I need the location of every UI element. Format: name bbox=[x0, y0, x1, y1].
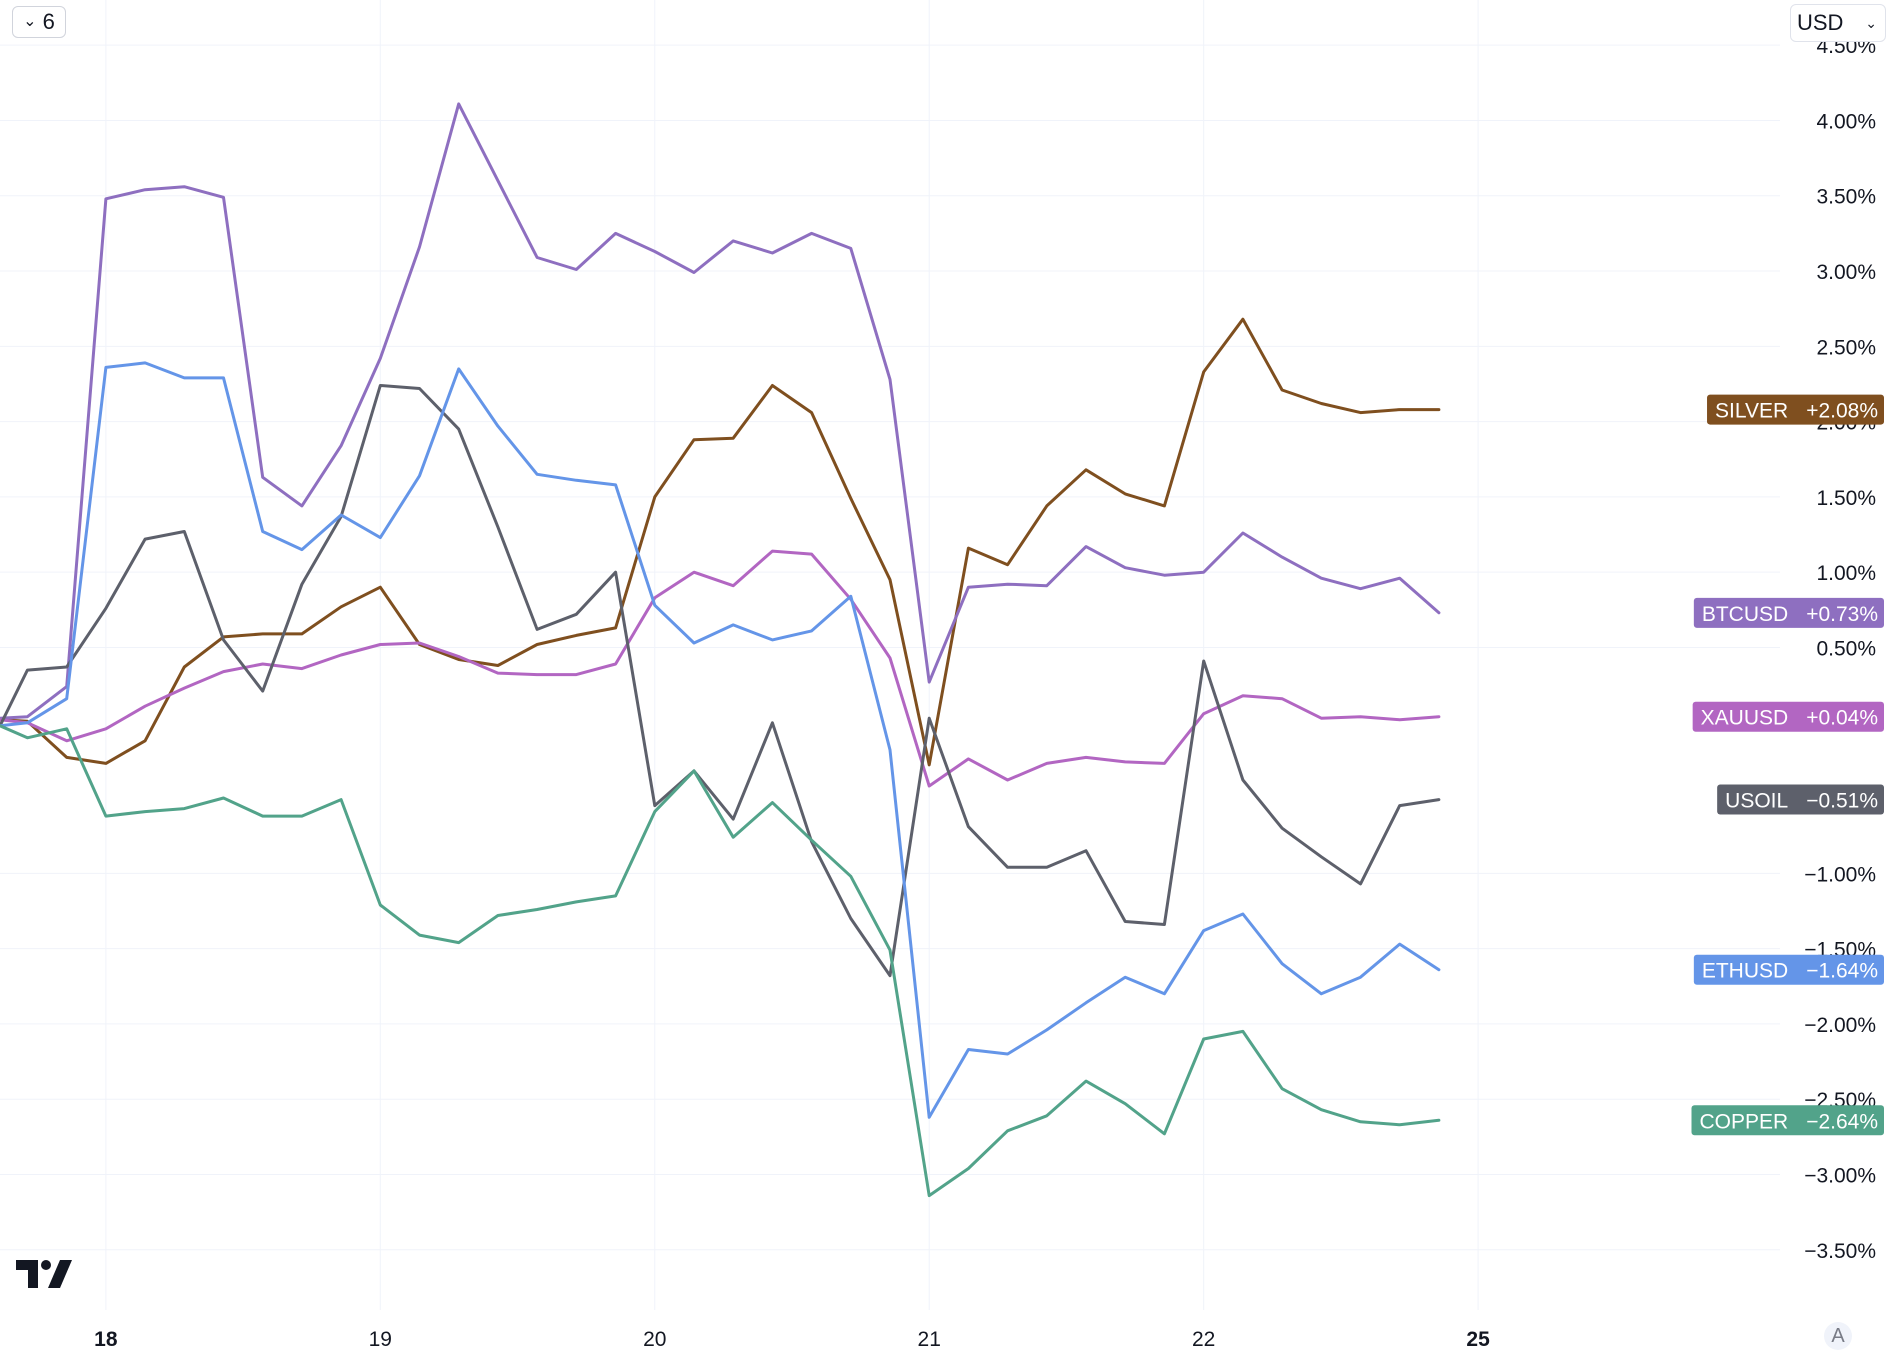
x-tick-label: 19 bbox=[369, 1328, 392, 1351]
series-change-label: −2.64% bbox=[1806, 1110, 1878, 1133]
y-tick-label: 4.00% bbox=[1816, 110, 1876, 133]
series-line-usoil[interactable] bbox=[0, 384, 1441, 978]
y-tick-label: −2.00% bbox=[1804, 1014, 1876, 1037]
grid-lines bbox=[0, 0, 1780, 1310]
badge-background bbox=[1693, 597, 1884, 628]
series-change-label: +2.08% bbox=[1806, 400, 1878, 423]
last-value-badge-xauusd: XAUUSD +0.04% bbox=[1692, 701, 1884, 732]
badge-background bbox=[1707, 394, 1884, 425]
badge-background bbox=[1693, 954, 1884, 985]
price-axis[interactable]: 4.50%4.00%3.50%3.00%2.50%2.00%1.50%1.00%… bbox=[1804, 35, 1876, 1263]
series-name-label: SILVER bbox=[1715, 400, 1788, 423]
badge-background bbox=[1692, 701, 1884, 732]
series-line-ethusd[interactable] bbox=[0, 361, 1441, 1119]
badge-background bbox=[1717, 784, 1884, 815]
last-value-badge-ethusd: ETHUSD −1.64% bbox=[1693, 954, 1884, 985]
series-change-label: −1.64% bbox=[1806, 960, 1878, 983]
x-tick-label: 18 bbox=[94, 1328, 118, 1351]
time-axis[interactable]: 18 19 20 21 22 25 bbox=[94, 1328, 1490, 1351]
tradingview-logo-icon[interactable] bbox=[16, 1256, 72, 1290]
currency-select[interactable]: USD ⌄ bbox=[1790, 4, 1886, 42]
y-tick-label: 2.50% bbox=[1816, 336, 1876, 359]
last-value-badge-copper: COPPER −2.64% bbox=[1691, 1105, 1884, 1136]
series-line-silver[interactable] bbox=[0, 317, 1441, 767]
series-line-btcusd[interactable] bbox=[0, 102, 1441, 720]
series-change-label: −0.51% bbox=[1806, 790, 1878, 813]
y-tick-label: 0.50% bbox=[1816, 637, 1876, 660]
series-name-label: BTCUSD bbox=[1702, 603, 1788, 626]
x-tick-label: 20 bbox=[643, 1328, 666, 1351]
series-name-label: XAUUSD bbox=[1701, 707, 1789, 730]
collapse-legend-button[interactable]: ⌄ 6 bbox=[12, 6, 66, 38]
series-name-label: COPPER bbox=[1700, 1110, 1789, 1133]
y-tick-label: 3.50% bbox=[1816, 186, 1876, 209]
series-change-label: +0.04% bbox=[1806, 707, 1878, 730]
last-value-badge-silver: SILVER +2.08% bbox=[1707, 394, 1884, 425]
series-name-label: USOIL bbox=[1725, 790, 1788, 813]
y-tick-label: −3.00% bbox=[1804, 1164, 1876, 1187]
series-last-value-labels: SILVER +2.08% BTCUSD +0.73% XAUUSD +0.04% USOI… bbox=[1691, 394, 1884, 1136]
last-value-badge-usoil: USOIL −0.51% bbox=[1717, 784, 1884, 815]
currency-label: USD bbox=[1797, 10, 1844, 35]
x-tick-label: 22 bbox=[1192, 1328, 1215, 1351]
y-tick-label: 3.00% bbox=[1816, 261, 1876, 284]
chevron-down-icon: ⌄ bbox=[1865, 14, 1877, 31]
series-line-copper[interactable] bbox=[0, 724, 1441, 1198]
x-tick-label: 21 bbox=[918, 1328, 941, 1351]
series-lines bbox=[0, 102, 1441, 1198]
x-tick-label: 25 bbox=[1466, 1328, 1490, 1351]
y-tick-label: 1.50% bbox=[1816, 487, 1876, 510]
series-change-label: +0.73% bbox=[1806, 603, 1878, 626]
series-line-xauusd[interactable] bbox=[0, 549, 1441, 788]
y-tick-label: 1.00% bbox=[1816, 562, 1876, 585]
last-value-badge-btcusd: BTCUSD +0.73% bbox=[1693, 597, 1884, 628]
auto-scale-button[interactable]: A bbox=[1824, 1322, 1852, 1350]
badge-background bbox=[1691, 1105, 1884, 1136]
chevron-down-icon: ⌄ bbox=[23, 13, 37, 30]
y-tick-label: −1.00% bbox=[1804, 863, 1876, 886]
legend-series-count: 6 bbox=[42, 9, 55, 34]
y-tick-label: −3.50% bbox=[1804, 1240, 1876, 1263]
series-name-label: ETHUSD bbox=[1702, 960, 1788, 983]
